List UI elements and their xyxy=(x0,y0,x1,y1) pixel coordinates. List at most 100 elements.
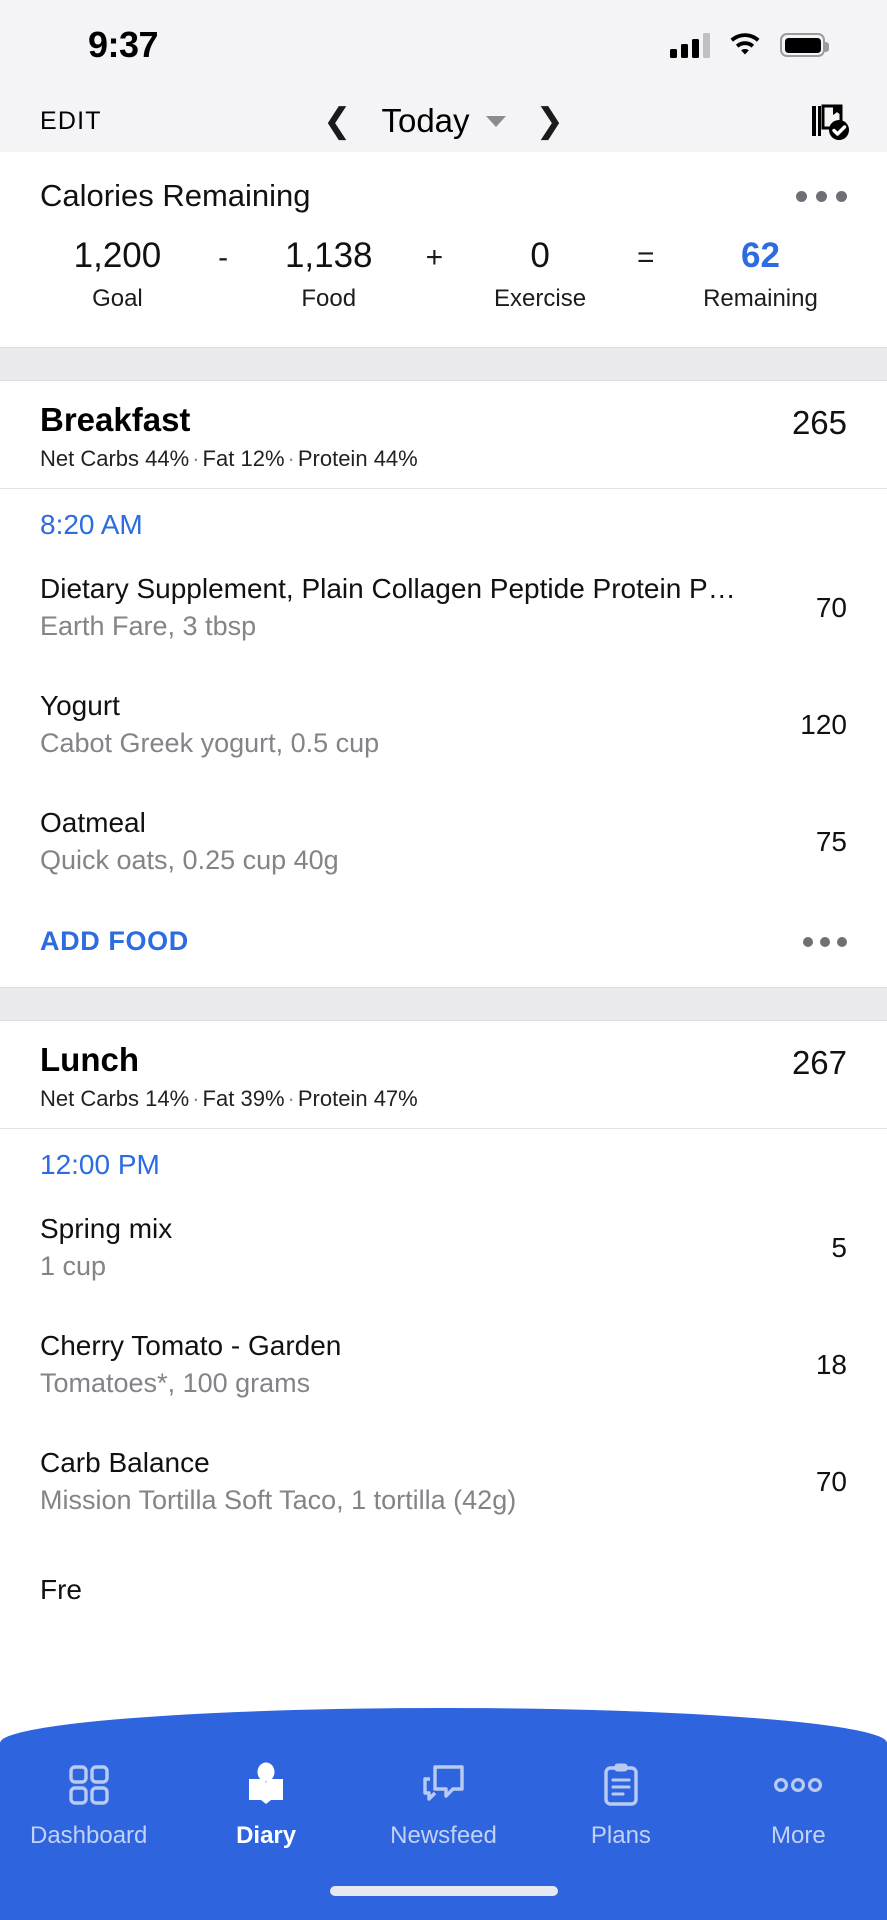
chat-bubbles-icon xyxy=(421,1760,467,1810)
chevron-left-icon[interactable]: ❮ xyxy=(322,102,352,140)
food-description: Mission Tortilla Soft Taco, 1 tortilla (… xyxy=(40,1485,517,1515)
calories-card-header: Calories Remaining xyxy=(40,178,847,214)
tab-label: Diary xyxy=(236,1822,297,1849)
operator-plus: + xyxy=(425,241,444,274)
chevron-right-icon[interactable]: ❯ xyxy=(535,102,565,140)
food-name: Spring mix xyxy=(40,1213,173,1244)
tab-label: Plans xyxy=(590,1822,651,1849)
calories-goal-label: Goal xyxy=(92,285,143,312)
food-description: Quick oats, 0.25 cup 40g xyxy=(40,845,339,875)
calories-remaining-card[interactable]: Calories Remaining 1,200 Goal - 1,138 Fo… xyxy=(0,152,887,347)
macro-separator: · xyxy=(287,446,295,471)
more-horizontal-icon[interactable] xyxy=(803,936,847,947)
tab-more[interactable]: More xyxy=(710,1760,887,1850)
person-reading-book-icon xyxy=(243,1760,289,1810)
food-name: Oatmeal xyxy=(40,807,146,838)
battery-full-icon xyxy=(780,33,829,57)
food-description: Tomatoes*, 100 grams xyxy=(40,1368,311,1398)
tab-label: Dashboard xyxy=(29,1822,148,1849)
home-indicator[interactable] xyxy=(329,1886,558,1896)
macro-protein-label: Protein xyxy=(297,1086,368,1111)
calories-goal: 1,200 Goal xyxy=(40,236,195,313)
more-horizontal-icon[interactable] xyxy=(796,190,847,202)
calories-exercise-value: 0 xyxy=(530,236,550,275)
food-list-item[interactable]: Spring mix 1 cup 5 xyxy=(0,1189,887,1306)
macro-fat-value: 39% xyxy=(240,1086,285,1111)
meal-section-lunch: Lunch Net Carbs 14% · Fat 39% · Protein 47% … xyxy=(0,1021,887,1640)
tab-plans[interactable]: Plans xyxy=(532,1760,709,1850)
macro-separator: · xyxy=(192,1086,200,1111)
meal-section-breakfast: Breakfast Net Carbs 44% · Fat 12% · Protein … xyxy=(0,381,887,987)
section-divider xyxy=(0,987,887,1021)
food-name: Cherry Tomato - Garden xyxy=(40,1330,342,1361)
meal-header[interactable]: Breakfast Net Carbs 44% · Fat 12% · Protein … xyxy=(0,381,887,488)
tab-diary[interactable]: Diary xyxy=(177,1760,354,1850)
macro-protein-value: 44% xyxy=(373,446,418,471)
calories-food-value: 1,138 xyxy=(284,236,373,275)
status-bar-indicators xyxy=(670,30,829,61)
food-name: Yogurt xyxy=(40,690,120,721)
calories-remaining-label: Remaining xyxy=(703,285,818,312)
macro-protein-label: Protein xyxy=(297,446,368,471)
cellular-signal-icon xyxy=(670,32,710,58)
macro-netcarbs-label: Net Carbs xyxy=(40,446,140,471)
meal-macros: Net Carbs 44% · Fat 12% · Protein 44% xyxy=(40,446,418,472)
tab-dashboard[interactable]: Dashboard xyxy=(0,1760,177,1850)
divider xyxy=(0,488,887,489)
food-calories: 18 xyxy=(815,1348,847,1380)
bottom-tab-bar: Dashboard Diary xyxy=(0,1708,887,1920)
more-horizontal-icon xyxy=(770,1760,826,1810)
calories-goal-value: 1,200 xyxy=(73,236,162,275)
food-name: Carb Balance xyxy=(40,1447,210,1478)
macro-separator: · xyxy=(287,1086,295,1111)
food-description: 1 cup xyxy=(40,1251,107,1281)
food-description: Earth Fare, 3 tbsp xyxy=(40,611,257,641)
food-list-item[interactable]: Carb Balance Mission Tortilla Soft Taco,… xyxy=(0,1423,887,1540)
date-navigator: ❮ Today ❯ xyxy=(0,90,887,152)
tab-list: Dashboard Diary xyxy=(0,1760,887,1850)
wifi-icon xyxy=(728,30,762,61)
calories-food: 1,138 Food xyxy=(251,236,406,313)
meal-calories: 267 xyxy=(791,1044,847,1081)
meal-time[interactable]: 12:00 PM xyxy=(0,1129,887,1189)
divider xyxy=(0,1128,887,1129)
section-divider xyxy=(0,347,887,381)
operator-minus: - xyxy=(218,241,229,274)
grid-squares-icon xyxy=(66,1760,112,1810)
food-calories: 5 xyxy=(831,1231,847,1263)
meal-calories: 265 xyxy=(791,404,847,441)
book-check-icon xyxy=(807,99,851,143)
meal-header[interactable]: Lunch Net Carbs 14% · Fat 39% · Protein 47% … xyxy=(0,1021,887,1128)
macro-netcarbs-value: 14% xyxy=(145,1086,190,1111)
meal-name: Lunch xyxy=(40,1041,139,1078)
tab-label: More xyxy=(770,1822,826,1849)
status-bar-time: 9:37 xyxy=(88,24,159,65)
tab-label: Newsfeed xyxy=(390,1822,497,1849)
calories-food-label: Food xyxy=(301,285,357,312)
add-food-button[interactable]: ADD FOOD xyxy=(40,926,189,956)
tab-newsfeed[interactable]: Newsfeed xyxy=(355,1760,532,1850)
food-list-item[interactable]: Oatmeal Quick oats, 0.25 cup 40g 75 xyxy=(0,783,887,900)
macro-fat-value: 12% xyxy=(240,446,285,471)
food-list-item[interactable]: Dietary Supplement, Plain Collagen Pepti… xyxy=(0,549,887,666)
meal-time[interactable]: 8:20 AM xyxy=(0,489,887,549)
page-title: Calories Remaining xyxy=(40,178,311,213)
edit-button[interactable]: EDIT xyxy=(40,106,102,135)
macro-netcarbs-label: Net Carbs xyxy=(40,1086,140,1111)
status-bar: 9:37 xyxy=(0,0,887,90)
food-list-item-partially-hidden[interactable]: Fre xyxy=(0,1540,887,1640)
macro-fat-label: Fat xyxy=(202,1086,235,1111)
meal-name: Breakfast xyxy=(40,401,191,438)
food-calories: 70 xyxy=(815,591,847,623)
complete-diary-button[interactable] xyxy=(807,99,851,143)
food-list-item[interactable]: Cherry Tomato - Garden Tomatoes*, 100 gr… xyxy=(0,1306,887,1423)
food-description: Cabot Greek yogurt, 0.5 cup xyxy=(40,728,380,758)
date-label[interactable]: Today xyxy=(381,102,470,139)
macro-protein-value: 47% xyxy=(373,1086,418,1111)
add-food-row: ADD FOOD xyxy=(0,900,887,987)
caret-down-icon[interactable] xyxy=(485,115,506,127)
food-list-item[interactable]: Yogurt Cabot Greek yogurt, 0.5 cup 120 xyxy=(0,666,887,783)
calories-remaining: 62 Remaining xyxy=(674,236,847,313)
food-calories: 120 xyxy=(800,708,847,740)
